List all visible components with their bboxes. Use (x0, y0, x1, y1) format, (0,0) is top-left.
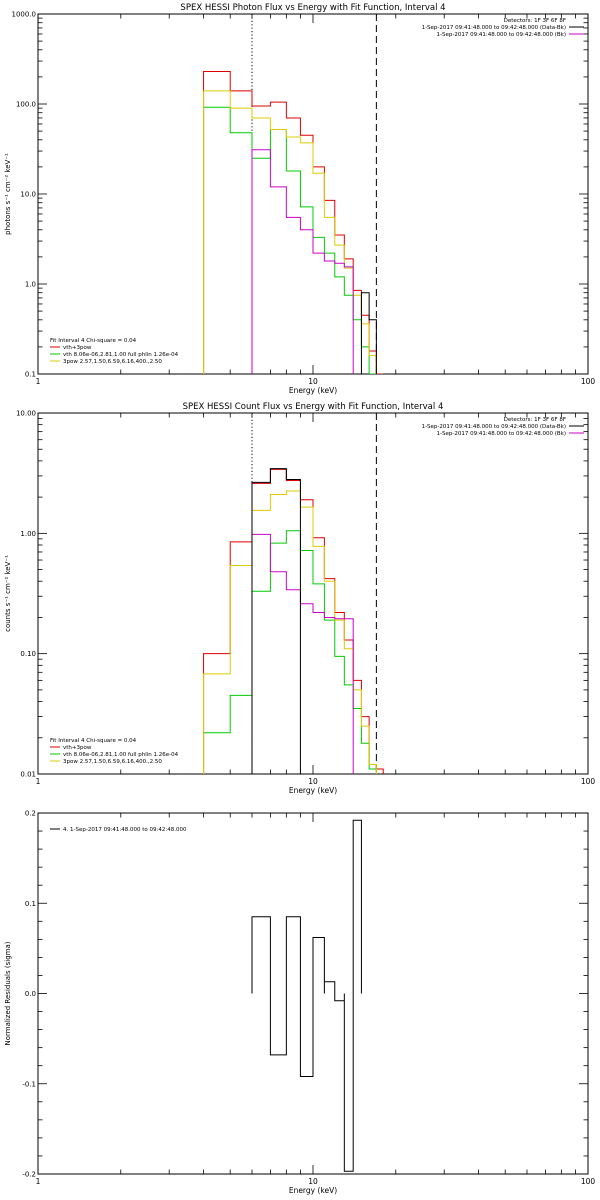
series-line-4 (251, 149, 354, 374)
x-axis-label: Energy (keV) (289, 386, 337, 395)
detectors-label: Detectors: 1F 3F 6F 8F (504, 417, 566, 423)
y-tick-label: 0.01 (20, 771, 36, 779)
series-line-3 (203, 90, 377, 374)
y-tick-label: 0.2 (25, 810, 36, 818)
legend-entry: 3pow 2.57,1.50,6.59,6.16,400.,2.50 (63, 759, 162, 765)
series-line-1 (203, 70, 384, 374)
y-tick-label: 0.10 (20, 650, 36, 658)
y-tick-label: 0.1 (25, 900, 36, 908)
x-tick-label: 1 (36, 377, 41, 386)
legend-entry: vth+3pow (63, 745, 92, 751)
chart-panel-2: SPEX HESSI Count Flux vs Energy with Fit… (4, 402, 595, 795)
x-tick-label: 10 (308, 777, 318, 786)
legend-title: Fit Interval 4 Chi-square = 0.04 (50, 738, 137, 744)
time-range-data-label: 1-Sep-2017 09:41:48.000 to 09:42:48.000 … (422, 424, 566, 430)
time-range-bk-label: 1-Sep-2017 09:41:48.000 to 09:42:48.000 … (437, 32, 567, 38)
y-tick-label: 1000.0 (12, 11, 37, 19)
plot-frame (37, 13, 589, 375)
y-tick-label: 100.0 (16, 101, 36, 109)
chart-title: SPEX HESSI Count Flux vs Energy with Fit… (183, 402, 444, 412)
detectors-label: Detectors: 1F 3F 6F 8F (504, 18, 566, 24)
x-axis-label: Energy (keV) (289, 1186, 337, 1195)
y-tick-label: 0.0 (25, 990, 36, 998)
series-line-4 (251, 533, 354, 774)
chart-panel-1: SPEX HESSI Photon Flux vs Energy with Fi… (4, 3, 595, 395)
x-axis-label: Energy (keV) (289, 786, 337, 795)
y-axis-label: Normalized Residuals (sigma) (4, 941, 12, 1045)
x-tick-label: 100 (581, 377, 596, 386)
x-tick-label: 1 (36, 1177, 41, 1186)
y-axis-label: photons s⁻¹ cm⁻² keV⁻¹ (4, 153, 12, 235)
time-range-bk-label: 1-Sep-2017 09:41:48.000 to 09:42:48.000 … (437, 431, 567, 437)
y-tick-label: 0.1 (25, 371, 36, 379)
x-tick-label: 10 (308, 377, 318, 386)
series-line-2 (203, 106, 377, 374)
y-tick-label: -0.1 (22, 1080, 36, 1088)
y-tick-label: 1.0 (25, 281, 36, 289)
legend-entry: vth+3pow (63, 345, 92, 351)
chart-title: SPEX HESSI Photon Flux vs Energy with Fi… (180, 3, 445, 13)
legend-title: Fit Interval 4 Chi-square = 0.04 (50, 338, 137, 344)
y-tick-label: 10.00 (16, 410, 36, 418)
time-range-data-label: 1-Sep-2017 09:41:48.000 to 09:42:48.000 … (422, 25, 566, 31)
legend-entry: vth 8.06e-06,2.81,1.00 full phlin 1.26e-… (63, 752, 179, 758)
x-tick-label: 1 (36, 777, 41, 786)
y-tick-label: 1.00 (20, 530, 36, 538)
plot-frame (37, 412, 589, 775)
x-tick-label: 100 (581, 777, 596, 786)
series-line-5 (360, 292, 377, 374)
legend-entry: 3pow 2.57,1.50,6.59,6.16,400.,2.50 (63, 359, 162, 365)
series-line-1 (251, 819, 362, 1172)
series-line-5 (251, 468, 301, 774)
series-line-3 (203, 490, 377, 774)
x-tick-label: 100 (581, 1177, 596, 1186)
chart-panel-3: 1 10 100 -0.2 -0.1 0.0 0.1 0.2 Energy (keV) Norma… (4, 810, 595, 1196)
series-line-2 (203, 530, 377, 774)
legend-entry: 4. 1-Sep-2017 09:41:48.000 to 09:42:48.0… (63, 827, 187, 833)
y-axis-label: counts s⁻¹ cm⁻² keV⁻¹ (4, 555, 12, 632)
y-tick-label: 10.0 (20, 191, 36, 199)
x-tick-label: 10 (308, 1177, 318, 1186)
legend-entry: vth 8.06e-06,2.81,1.00 full phlin 1.26e-… (63, 352, 179, 358)
y-tick-label: -0.2 (22, 1171, 36, 1179)
